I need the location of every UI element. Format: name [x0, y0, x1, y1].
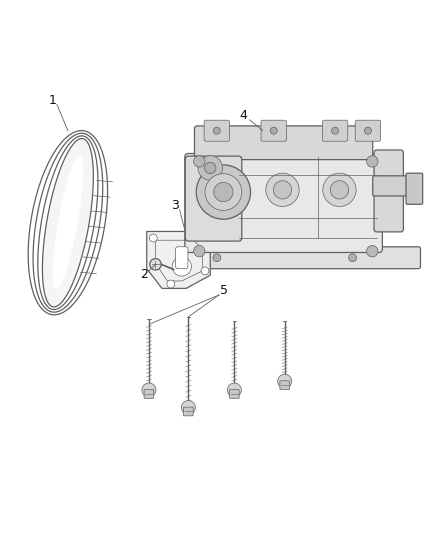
FancyBboxPatch shape — [144, 390, 154, 398]
FancyBboxPatch shape — [280, 381, 290, 390]
Circle shape — [149, 234, 157, 242]
Text: 5: 5 — [220, 284, 228, 297]
Circle shape — [194, 246, 205, 257]
Circle shape — [367, 246, 378, 257]
Circle shape — [198, 156, 223, 180]
Circle shape — [214, 182, 233, 201]
Polygon shape — [147, 231, 210, 288]
Text: 1: 1 — [49, 94, 57, 107]
Polygon shape — [53, 156, 83, 289]
Circle shape — [181, 400, 195, 415]
Text: 4: 4 — [239, 109, 247, 122]
Circle shape — [196, 165, 251, 219]
Text: 3: 3 — [171, 199, 179, 212]
Circle shape — [332, 127, 339, 134]
Circle shape — [266, 173, 299, 206]
FancyBboxPatch shape — [322, 120, 348, 141]
FancyBboxPatch shape — [355, 120, 381, 141]
Circle shape — [213, 127, 220, 134]
Circle shape — [194, 156, 205, 167]
Circle shape — [270, 127, 277, 134]
Circle shape — [142, 383, 156, 397]
Circle shape — [172, 257, 191, 276]
Circle shape — [205, 174, 242, 211]
FancyBboxPatch shape — [180, 247, 420, 269]
Circle shape — [364, 127, 371, 134]
Circle shape — [278, 374, 292, 388]
Circle shape — [367, 156, 378, 167]
Circle shape — [205, 162, 216, 174]
FancyBboxPatch shape — [176, 247, 188, 269]
FancyBboxPatch shape — [184, 407, 193, 416]
Circle shape — [330, 181, 349, 199]
Polygon shape — [42, 139, 93, 307]
FancyBboxPatch shape — [204, 120, 230, 141]
Circle shape — [167, 280, 175, 288]
Circle shape — [273, 181, 292, 199]
Circle shape — [323, 173, 356, 206]
FancyBboxPatch shape — [185, 156, 242, 241]
Circle shape — [227, 383, 241, 397]
FancyBboxPatch shape — [185, 154, 382, 253]
FancyBboxPatch shape — [373, 176, 418, 196]
FancyBboxPatch shape — [230, 390, 239, 398]
Circle shape — [150, 259, 161, 270]
Text: 2: 2 — [140, 268, 148, 281]
FancyBboxPatch shape — [194, 126, 373, 159]
FancyBboxPatch shape — [261, 120, 286, 141]
Circle shape — [349, 254, 357, 262]
Circle shape — [201, 267, 209, 275]
FancyBboxPatch shape — [406, 173, 423, 204]
FancyBboxPatch shape — [374, 150, 403, 232]
Circle shape — [213, 254, 221, 262]
